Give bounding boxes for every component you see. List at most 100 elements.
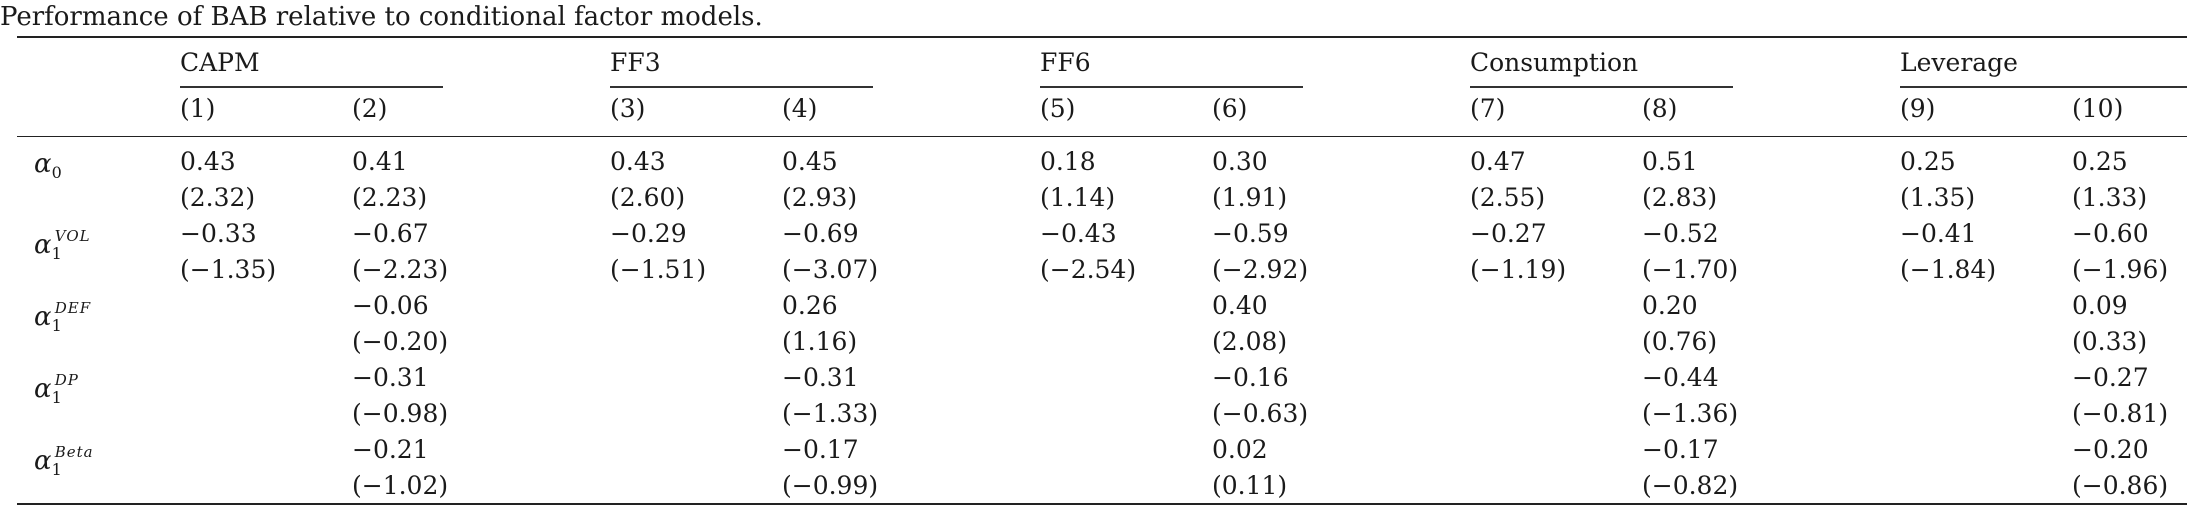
column-header: (10) bbox=[2072, 94, 2124, 123]
tstat-cell: (−2.23) bbox=[352, 255, 449, 284]
coef-cell: 0.51 bbox=[1642, 147, 1698, 176]
tstat-cell: (−0.63) bbox=[1212, 399, 1309, 428]
top-rule bbox=[17, 36, 2187, 38]
coef-cell: −0.43 bbox=[1040, 219, 1117, 248]
coef-cell: 0.18 bbox=[1040, 147, 1096, 176]
row-label-subscript: 1 bbox=[51, 244, 62, 263]
coef-cell: 0.30 bbox=[1212, 147, 1268, 176]
row-label-superscript: VOL bbox=[54, 227, 91, 245]
coef-cell: −0.16 bbox=[1212, 363, 1289, 392]
coef-cell: −0.52 bbox=[1642, 219, 1719, 248]
column-header: (7) bbox=[1470, 94, 1506, 123]
tstat-cell: (−1.51) bbox=[610, 255, 707, 284]
row-label-subscript: 1 bbox=[51, 460, 62, 479]
group-header-leverage: Leverage bbox=[1900, 48, 2018, 77]
tstat-cell: (−1.70) bbox=[1642, 255, 1739, 284]
row-label-subscript: 1 bbox=[51, 388, 62, 407]
group-underline bbox=[180, 86, 443, 88]
tstat-cell: (1.16) bbox=[782, 327, 858, 356]
table-caption: Performance of BAB relative to condition… bbox=[0, 2, 763, 32]
coef-cell: −0.41 bbox=[1900, 219, 1977, 248]
coef-cell: −0.21 bbox=[352, 435, 429, 464]
tstat-cell: (2.23) bbox=[352, 183, 428, 212]
coef-cell: −0.33 bbox=[180, 219, 257, 248]
group-underline bbox=[1040, 86, 1303, 88]
tstat-cell: (0.76) bbox=[1642, 327, 1718, 356]
tstat-cell: (2.93) bbox=[782, 183, 858, 212]
coef-cell: 0.43 bbox=[180, 147, 236, 176]
row-label-symbol: α bbox=[34, 149, 52, 179]
tstat-cell: (2.83) bbox=[1642, 183, 1718, 212]
row-label-symbol: α bbox=[34, 230, 52, 260]
row-label-superscript: DEF bbox=[54, 299, 92, 317]
coef-cell: −0.60 bbox=[2072, 219, 2149, 248]
coef-cell: −0.17 bbox=[1642, 435, 1719, 464]
tstat-cell: (2.32) bbox=[180, 183, 256, 212]
column-header: (2) bbox=[352, 94, 388, 123]
coef-cell: −0.67 bbox=[352, 219, 429, 248]
column-header: (3) bbox=[610, 94, 646, 123]
coef-cell: 0.40 bbox=[1212, 291, 1268, 320]
row-label: α1DEF bbox=[34, 293, 91, 341]
coef-cell: 0.41 bbox=[352, 147, 408, 176]
coef-cell: −0.69 bbox=[782, 219, 859, 248]
tstat-cell: (2.55) bbox=[1470, 183, 1546, 212]
coef-cell: −0.31 bbox=[352, 363, 429, 392]
column-header: (5) bbox=[1040, 94, 1076, 123]
tstat-cell: (−1.33) bbox=[782, 399, 879, 428]
column-header: (4) bbox=[782, 94, 818, 123]
row-label: α1Beta bbox=[34, 437, 94, 485]
tstat-cell: (−0.86) bbox=[2072, 471, 2169, 500]
tstat-cell: (−0.20) bbox=[352, 327, 449, 356]
coef-cell: 0.20 bbox=[1642, 291, 1698, 320]
coef-cell: −0.31 bbox=[782, 363, 859, 392]
group-underline bbox=[1900, 86, 2187, 88]
coef-cell: −0.06 bbox=[352, 291, 429, 320]
coef-cell: −0.20 bbox=[2072, 435, 2149, 464]
row-label: α1VOL bbox=[34, 221, 91, 269]
tstat-cell: (−1.19) bbox=[1470, 255, 1567, 284]
coef-cell: 0.43 bbox=[610, 147, 666, 176]
coef-cell: −0.27 bbox=[1470, 219, 1547, 248]
row-label-symbol: α bbox=[34, 446, 52, 476]
coef-cell: 0.45 bbox=[782, 147, 838, 176]
tstat-cell: (1.35) bbox=[1900, 183, 1976, 212]
column-header: (1) bbox=[180, 94, 216, 123]
row-label-symbol: α bbox=[34, 302, 52, 332]
column-header: (9) bbox=[1900, 94, 1936, 123]
tstat-cell: (−1.96) bbox=[2072, 255, 2169, 284]
coef-cell: 0.25 bbox=[1900, 147, 1956, 176]
group-underline bbox=[610, 86, 873, 88]
group-header-capm: CAPM bbox=[180, 48, 260, 77]
tstat-cell: (2.60) bbox=[610, 183, 686, 212]
tstat-cell: (−1.35) bbox=[180, 255, 277, 284]
coef-cell: 0.26 bbox=[782, 291, 838, 320]
row-label-symbol: α bbox=[34, 374, 52, 404]
tstat-cell: (1.33) bbox=[2072, 183, 2148, 212]
header-rule bbox=[17, 136, 2187, 137]
tstat-cell: (−1.36) bbox=[1642, 399, 1739, 428]
group-header-consumption: Consumption bbox=[1470, 48, 1639, 77]
tstat-cell: (1.91) bbox=[1212, 183, 1288, 212]
column-header: (6) bbox=[1212, 94, 1248, 123]
column-header: (8) bbox=[1642, 94, 1678, 123]
row-label-superscript: DP bbox=[54, 371, 79, 389]
tstat-cell: (0.11) bbox=[1212, 471, 1288, 500]
row-label-subscript: 1 bbox=[51, 316, 62, 335]
tstat-cell: (−3.07) bbox=[782, 255, 879, 284]
tstat-cell: (0.33) bbox=[2072, 327, 2148, 356]
coef-cell: 0.25 bbox=[2072, 147, 2128, 176]
tstat-cell: (−0.81) bbox=[2072, 399, 2169, 428]
coef-cell: 0.47 bbox=[1470, 147, 1526, 176]
bottom-rule bbox=[17, 503, 2187, 505]
row-label: α0 bbox=[34, 149, 62, 188]
coef-cell: −0.44 bbox=[1642, 363, 1719, 392]
row-label-superscript: Beta bbox=[54, 443, 94, 461]
coef-cell: 0.09 bbox=[2072, 291, 2128, 320]
coef-cell: −0.59 bbox=[1212, 219, 1289, 248]
tstat-cell: (−0.82) bbox=[1642, 471, 1739, 500]
row-label-subscript: 0 bbox=[51, 163, 62, 182]
group-header-ff6: FF6 bbox=[1040, 48, 1091, 77]
group-underline bbox=[1470, 86, 1733, 88]
tstat-cell: (−0.98) bbox=[352, 399, 449, 428]
